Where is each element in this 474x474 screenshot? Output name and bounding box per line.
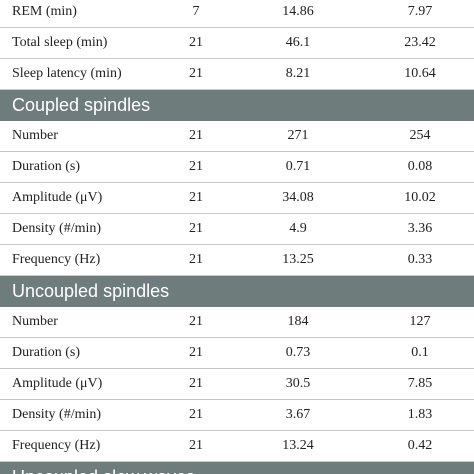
cell-value: 271 bbox=[287, 128, 309, 143]
table-row: Frequency (Hz) 21 13.24 0.42 bbox=[0, 431, 474, 462]
table-row: Frequency (Hz) 21 13.25 0.33 bbox=[0, 245, 474, 276]
cell-value: 21 bbox=[189, 159, 203, 174]
cell-value: 7.85 bbox=[407, 376, 433, 391]
table-row: Density (#/min) 21 4.9 3.36 bbox=[0, 214, 474, 245]
row-label: Amplitude (μV) bbox=[12, 376, 103, 391]
cell-value: 21 bbox=[189, 252, 203, 267]
cell-value: 21 bbox=[189, 314, 203, 329]
row-label: Density (#/min) bbox=[12, 221, 102, 236]
cell-value: 21 bbox=[189, 407, 203, 422]
section-header: Uncoupled spindles bbox=[0, 276, 474, 307]
cell-value: 30.5 bbox=[285, 376, 311, 391]
row-label: Density (#/min) bbox=[12, 407, 102, 422]
cell-value: 0.1 bbox=[411, 345, 429, 360]
cell-value: 3.36 bbox=[407, 221, 433, 236]
cell-value: 21 bbox=[189, 66, 203, 81]
cell-value: 21 bbox=[189, 345, 203, 360]
cell-value: 0.33 bbox=[407, 252, 433, 267]
table-row: Duration (s) 21 0.71 0.08 bbox=[0, 152, 474, 183]
cell-value: 0.08 bbox=[407, 159, 433, 174]
cell-value: 21 bbox=[189, 190, 203, 205]
table-row: Number 21 184 127 bbox=[0, 307, 474, 338]
row-label: REM (min) bbox=[12, 4, 77, 19]
row-label: Amplitude (μV) bbox=[12, 190, 103, 205]
cell-value: 10.64 bbox=[404, 66, 436, 81]
table-row: REM (min) 7 14.86 7.97 bbox=[0, 0, 474, 28]
cell-value: 13.24 bbox=[282, 438, 314, 453]
cell-value: 21 bbox=[189, 128, 203, 143]
cell-value: 21 bbox=[189, 35, 203, 50]
row-label: Duration (s) bbox=[12, 159, 81, 174]
cell-value: 23.42 bbox=[404, 35, 436, 50]
cell-value: 184 bbox=[287, 314, 309, 329]
cell-value: 1.83 bbox=[407, 407, 433, 422]
cell-value: 14.86 bbox=[282, 4, 314, 19]
cell-value: 21 bbox=[189, 438, 203, 453]
table-row: Sleep latency (min) 21 8.21 10.64 bbox=[0, 59, 474, 90]
cell-value: 21 bbox=[189, 376, 203, 391]
cell-value: 7.97 bbox=[407, 4, 433, 19]
cell-value: 3.67 bbox=[285, 407, 311, 422]
cell-value: 7 bbox=[192, 4, 200, 19]
row-label: Number bbox=[12, 128, 58, 143]
cell-value: 10.02 bbox=[404, 190, 436, 205]
cell-value: 0.73 bbox=[285, 345, 311, 360]
cell-value: 21 bbox=[189, 221, 203, 236]
section-header: Uncoupled slow waves bbox=[0, 462, 474, 474]
cell-value: 0.42 bbox=[407, 438, 433, 453]
row-label: Total sleep (min) bbox=[12, 35, 108, 50]
table-row: Amplitude (μV) 21 30.5 7.85 bbox=[0, 369, 474, 400]
row-label: Sleep latency (min) bbox=[12, 66, 122, 81]
row-label: Frequency (Hz) bbox=[12, 252, 101, 267]
cell-value: 254 bbox=[409, 128, 431, 143]
row-label: Frequency (Hz) bbox=[12, 438, 101, 453]
table-row: Duration (s) 21 0.73 0.1 bbox=[0, 338, 474, 369]
cell-value: 0.71 bbox=[285, 159, 311, 174]
row-label: Number bbox=[12, 314, 58, 329]
cell-value: 8.21 bbox=[285, 66, 311, 81]
cell-value: 34.08 bbox=[282, 190, 314, 205]
cell-value: 13.25 bbox=[282, 252, 314, 267]
row-label: Duration (s) bbox=[12, 345, 81, 360]
cell-value: 4.9 bbox=[289, 221, 307, 236]
table-row: Amplitude (μV) 21 34.08 10.02 bbox=[0, 183, 474, 214]
section-header: Coupled spindles bbox=[0, 90, 474, 121]
table-row: Density (#/min) 21 3.67 1.83 bbox=[0, 400, 474, 431]
cell-value: 127 bbox=[409, 314, 431, 329]
table-row: Total sleep (min) 21 46.1 23.42 bbox=[0, 28, 474, 59]
cell-value: 46.1 bbox=[285, 35, 311, 50]
table-row: Number 21 271 254 bbox=[0, 121, 474, 152]
